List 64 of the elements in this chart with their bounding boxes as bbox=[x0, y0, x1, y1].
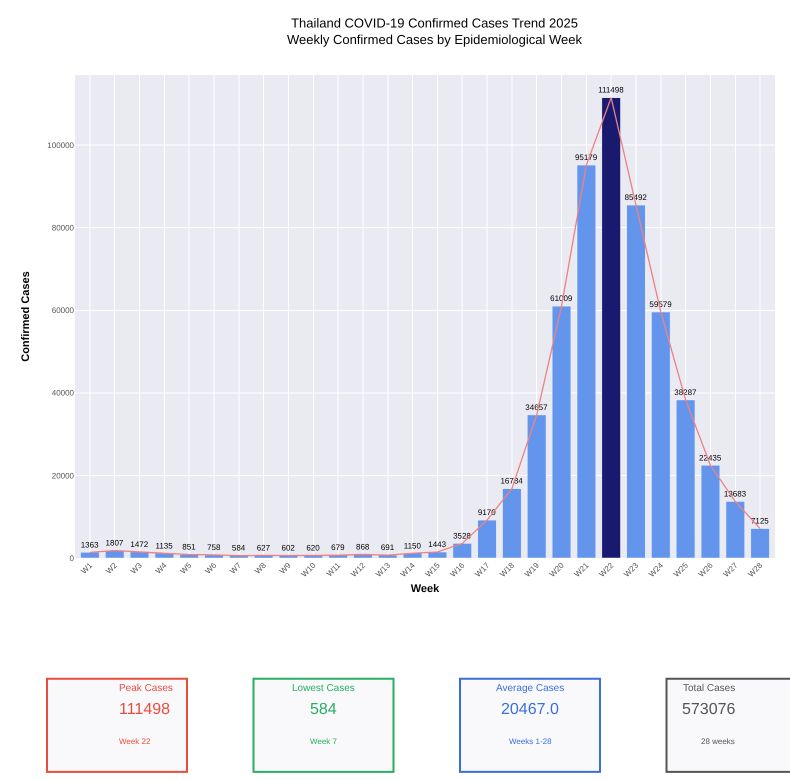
x-tick-label: W11 bbox=[324, 560, 343, 578]
y-axis-title: Confirmed Cases bbox=[20, 271, 32, 362]
data-label: 61009 bbox=[550, 294, 573, 304]
y-tick-label: 80000 bbox=[52, 224, 75, 233]
text: Average Cases bbox=[496, 683, 564, 694]
data-label: 95179 bbox=[574, 153, 598, 162]
data-label: 1150 bbox=[404, 541, 422, 550]
text: 584 bbox=[310, 701, 337, 718]
x-tick-label: W8 bbox=[253, 560, 268, 576]
x-tick-label: W1 bbox=[79, 560, 95, 576]
chart-title: Thailand COVID-19 Confirmed Cases Trend 2025 bbox=[291, 15, 578, 30]
y-tick-label: 0 bbox=[70, 554, 75, 563]
x-tick-label: W2 bbox=[104, 560, 120, 576]
text: 28 weeks bbox=[701, 737, 735, 746]
x-tick-label: W9 bbox=[278, 560, 294, 576]
text: Weeks 1-28 bbox=[509, 737, 552, 746]
data-label: 758 bbox=[207, 542, 221, 552]
data-label: 7125 bbox=[750, 516, 770, 526]
text: Week 7 bbox=[310, 737, 338, 746]
x-tick-label: W23 bbox=[622, 560, 641, 579]
data-label: 22435 bbox=[699, 453, 722, 462]
x-tick-label: W19 bbox=[522, 560, 542, 579]
data-label: 16784 bbox=[500, 476, 524, 486]
y-tick-label: 40000 bbox=[52, 388, 75, 398]
data-label: 627 bbox=[256, 543, 271, 552]
x-tick-label: W5 bbox=[178, 560, 194, 576]
data-label: 620 bbox=[306, 543, 320, 552]
text: Peak Cases bbox=[119, 683, 173, 694]
data-label: 9170 bbox=[478, 508, 496, 518]
y-tick-label: 60000 bbox=[52, 306, 75, 316]
data-label: 111498 bbox=[598, 86, 624, 95]
data-label: 59579 bbox=[649, 300, 672, 310]
data-label: 584 bbox=[232, 544, 246, 553]
data-label: 1363 bbox=[80, 540, 100, 550]
x-tick-label: W4 bbox=[154, 560, 169, 576]
data-label: 1443 bbox=[428, 540, 447, 550]
data-label: 1135 bbox=[155, 541, 174, 550]
data-label: 1807 bbox=[106, 538, 124, 548]
data-label: 3528 bbox=[453, 531, 472, 540]
y-tick-label: 100000 bbox=[47, 140, 75, 150]
x-tick-label: W21 bbox=[572, 560, 591, 579]
data-label: 1472 bbox=[130, 540, 149, 549]
text: Total Cases bbox=[683, 683, 736, 694]
x-tick-label: W6 bbox=[203, 560, 219, 576]
x-tick-label: W3 bbox=[128, 560, 144, 576]
y-tick-label: 20000 bbox=[52, 471, 75, 480]
x-tick-label: W7 bbox=[228, 560, 244, 576]
data-label: 38287 bbox=[674, 388, 698, 397]
data-label: 679 bbox=[331, 543, 346, 552]
text: 20467.0 bbox=[501, 701, 559, 718]
text: Week 22 bbox=[119, 737, 151, 746]
data-label: 868 bbox=[356, 542, 370, 552]
x-tick-label: W20 bbox=[548, 560, 566, 579]
chart-subtitle: Weekly Confirmed Cases by Epidemiological Week bbox=[286, 32, 583, 48]
data-label: 602 bbox=[282, 544, 296, 553]
data-label: 691 bbox=[380, 543, 395, 552]
data-label: 13683 bbox=[724, 490, 747, 499]
x-axis-title: Week bbox=[410, 583, 440, 596]
data-label: 851 bbox=[182, 542, 196, 552]
data-label: 85492 bbox=[624, 193, 648, 202]
text: 573076 bbox=[682, 701, 736, 718]
text: 111498 bbox=[119, 701, 170, 718]
data-label: 34657 bbox=[525, 402, 548, 412]
text: Lowest Cases bbox=[292, 683, 355, 694]
